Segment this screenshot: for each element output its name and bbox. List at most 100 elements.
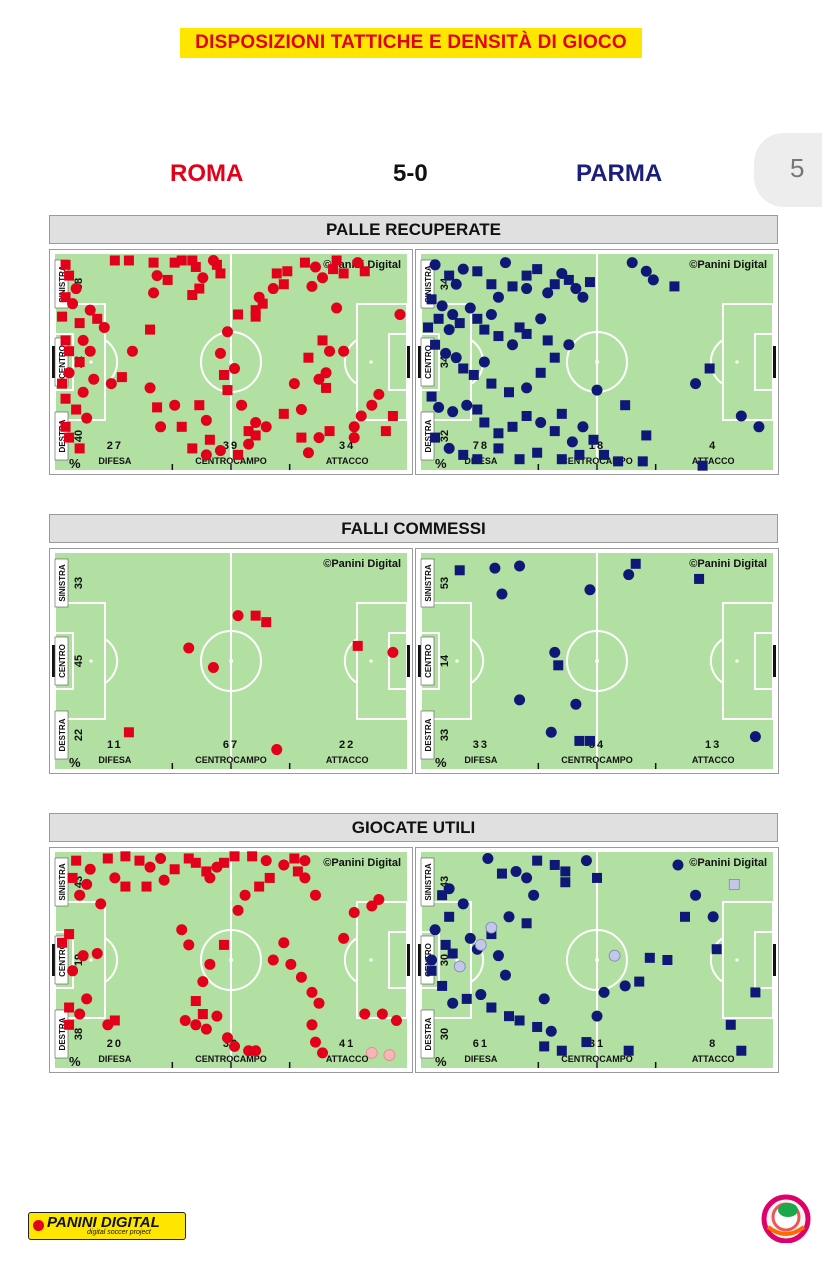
percent-symbol: % — [435, 1054, 447, 1069]
event-dot — [313, 997, 325, 1009]
event-square — [514, 1015, 525, 1026]
event-dot — [260, 855, 272, 867]
depth-label-attacco: ATTACCO — [326, 456, 369, 466]
page-number: 5 — [790, 153, 805, 183]
center-spot — [229, 958, 233, 962]
event-dot — [313, 373, 325, 385]
event-square — [584, 277, 595, 288]
event-dot — [81, 993, 93, 1005]
event-dot — [352, 257, 364, 269]
event-square — [162, 274, 173, 285]
svg-text:CENTRO: CENTRO — [58, 345, 67, 379]
event-dot — [735, 410, 747, 422]
event-dot — [570, 698, 582, 710]
percent-sinistra: 53 — [439, 577, 451, 589]
page-number-tab[interactable]: 5 — [754, 133, 822, 207]
event-dot — [158, 874, 170, 886]
depth-label-attacco: ATTACCO — [326, 1054, 369, 1064]
event-square — [250, 610, 261, 621]
event-square — [60, 393, 71, 404]
event-square — [736, 1045, 747, 1056]
event-square — [204, 434, 215, 445]
logo-subtext: digital soccer project — [87, 1229, 151, 1236]
penalty-arc-left — [104, 937, 119, 983]
event-dot — [429, 259, 441, 271]
event-dot — [239, 889, 251, 901]
percent-symbol: % — [69, 456, 81, 471]
depth-value-difesa: 20 — [107, 1038, 123, 1050]
event-dot — [320, 367, 332, 379]
penalty-arc-left — [470, 937, 485, 983]
goal-right — [773, 944, 776, 976]
event-dot — [221, 326, 233, 338]
event-square — [187, 443, 198, 454]
logo-text: PANINI DIGITAL — [47, 1214, 160, 1231]
event-dot — [514, 560, 526, 572]
event-square — [535, 367, 546, 378]
event-dot — [426, 954, 438, 966]
event-dot — [221, 1032, 233, 1044]
event-dot — [366, 399, 378, 411]
event-square — [493, 443, 504, 454]
event-square — [282, 266, 293, 277]
event-square — [64, 1002, 75, 1013]
event-dot — [450, 278, 462, 290]
event-dot — [81, 412, 93, 424]
event-dot — [535, 313, 547, 325]
event-square — [229, 851, 240, 862]
event-square — [458, 449, 469, 460]
event-dot — [436, 300, 448, 312]
event-square — [57, 378, 68, 389]
depth-label-difesa: DIFESA — [98, 456, 132, 466]
section-header-palle-recuperate: PALLE RECUPERATE — [49, 215, 778, 244]
event-dot — [88, 373, 100, 385]
event-square — [109, 255, 120, 266]
pitch-giocate-utili-parma: SINISTRACENTRODESTRA433030%61DIFESA31CEN… — [415, 847, 779, 1073]
event-square — [197, 1009, 208, 1019]
event-dot — [309, 889, 321, 901]
event-dot — [647, 274, 659, 286]
event-dot — [81, 878, 93, 890]
event-square — [64, 346, 75, 357]
event-square — [74, 357, 85, 367]
watermark: ©Panini Digital — [323, 857, 401, 869]
event-square — [57, 311, 68, 322]
pitch-palle-recuperate-parma: SINISTRACENTRODESTRA343432%78DIFESA18CEN… — [415, 249, 779, 475]
event-square — [711, 944, 722, 955]
event-square — [169, 864, 180, 875]
event-dot — [566, 436, 578, 448]
event-square — [613, 456, 624, 467]
event-dot — [584, 584, 596, 596]
event-square — [437, 980, 448, 991]
depth-value-difesa: 33 — [473, 739, 489, 751]
zone-label-destra: DESTRA — [420, 411, 435, 461]
event-dot — [359, 1008, 371, 1020]
event-square — [704, 363, 715, 374]
event-square — [641, 430, 652, 441]
event-dot — [619, 980, 631, 992]
event-dot — [84, 345, 96, 357]
event-square — [211, 259, 222, 270]
event-dot — [324, 345, 336, 357]
event-dot — [267, 954, 279, 966]
event-dot — [317, 1047, 329, 1059]
depth-label-centrocampo: CENTROCAMPO — [561, 755, 633, 765]
event-dot — [285, 958, 297, 970]
event-square — [472, 266, 483, 277]
event-square — [486, 279, 497, 290]
event-dot — [67, 298, 79, 310]
event-dot — [457, 898, 469, 910]
event-dot — [229, 1040, 241, 1052]
event-dot — [355, 410, 367, 422]
event-dot — [313, 432, 325, 444]
goal-left — [52, 944, 55, 976]
event-dot — [545, 726, 557, 738]
event-square — [148, 257, 159, 268]
event-square — [599, 449, 610, 460]
event-dot — [365, 1046, 378, 1059]
goal-left — [418, 944, 421, 976]
center-spot — [229, 659, 233, 663]
event-square — [60, 292, 71, 303]
event-square — [218, 939, 229, 950]
event-square — [299, 257, 310, 268]
